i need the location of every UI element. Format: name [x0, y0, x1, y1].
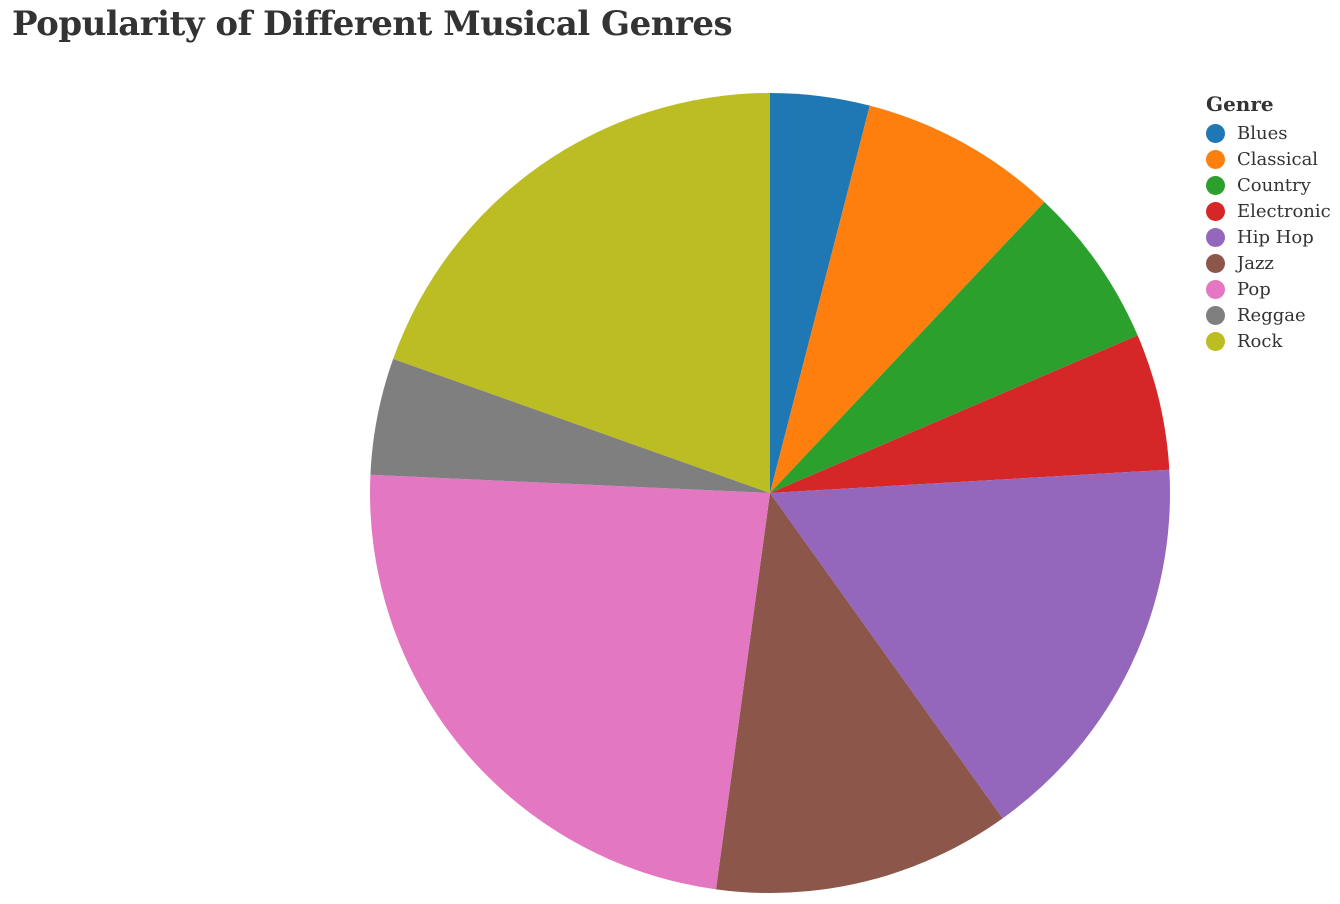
- pie-slice-electronic[interactable]: [770, 335, 1170, 493]
- legend-item-jazz[interactable]: Jazz: [1206, 250, 1331, 276]
- chart-title: Popularity of Different Musical Genres: [12, 4, 733, 44]
- legend-swatch-electronic: [1206, 201, 1225, 221]
- legend-swatch-hip-hop: [1206, 227, 1225, 247]
- pie-slice-country[interactable]: [770, 202, 1138, 493]
- legend-swatch-classical: [1206, 149, 1225, 169]
- legend-label-classical: Classical: [1237, 148, 1319, 170]
- legend-swatch-blues: [1206, 123, 1225, 143]
- legend-label-hip-hop: Hip Hop: [1237, 226, 1314, 248]
- legend-label-pop: Pop: [1237, 278, 1271, 300]
- legend-label-rock: Rock: [1237, 330, 1283, 352]
- pie-slice-classical[interactable]: [770, 105, 1045, 493]
- pie-slice-pop[interactable]: [370, 474, 770, 890]
- legend-item-reggae[interactable]: Reggae: [1206, 302, 1331, 328]
- legend-item-blues[interactable]: Blues: [1206, 120, 1331, 146]
- pie-slice-blues[interactable]: [770, 92, 870, 493]
- legend-items: Blues Classical Country Electronic Hip Hop Ja…: [1206, 120, 1331, 354]
- pie-slice-reggae[interactable]: [370, 358, 770, 493]
- legend-title: Genre: [1206, 92, 1274, 116]
- legend-label-blues: Blues: [1237, 122, 1288, 144]
- legend-item-classical[interactable]: Classical: [1206, 146, 1331, 172]
- legend-label-electronic: Electronic: [1237, 200, 1331, 222]
- legend-item-pop[interactable]: Pop: [1206, 276, 1331, 302]
- legend-item-country[interactable]: Country: [1206, 172, 1331, 198]
- legend-label-country: Country: [1237, 174, 1311, 196]
- pie-slice-rock[interactable]: [393, 93, 770, 493]
- legend-swatch-rock: [1206, 331, 1225, 351]
- legend-swatch-pop: [1206, 279, 1225, 299]
- legend-item-hip-hop[interactable]: Hip Hop: [1206, 224, 1331, 250]
- legend-label-jazz: Jazz: [1237, 252, 1274, 274]
- legend-swatch-reggae: [1206, 305, 1225, 325]
- legend-item-electronic[interactable]: Electronic: [1206, 198, 1331, 224]
- legend-swatch-country: [1206, 175, 1225, 195]
- pie-slice-hip-hop[interactable]: [770, 469, 1170, 819]
- legend: Genre Blues Classical Country Electronic Hip…: [1206, 92, 1331, 354]
- legend-swatch-jazz: [1206, 253, 1225, 273]
- legend-item-rock[interactable]: Rock: [1206, 328, 1331, 354]
- pie-slice-jazz[interactable]: [715, 493, 1003, 893]
- pie-slices: [370, 92, 1170, 893]
- legend-label-reggae: Reggae: [1237, 304, 1306, 326]
